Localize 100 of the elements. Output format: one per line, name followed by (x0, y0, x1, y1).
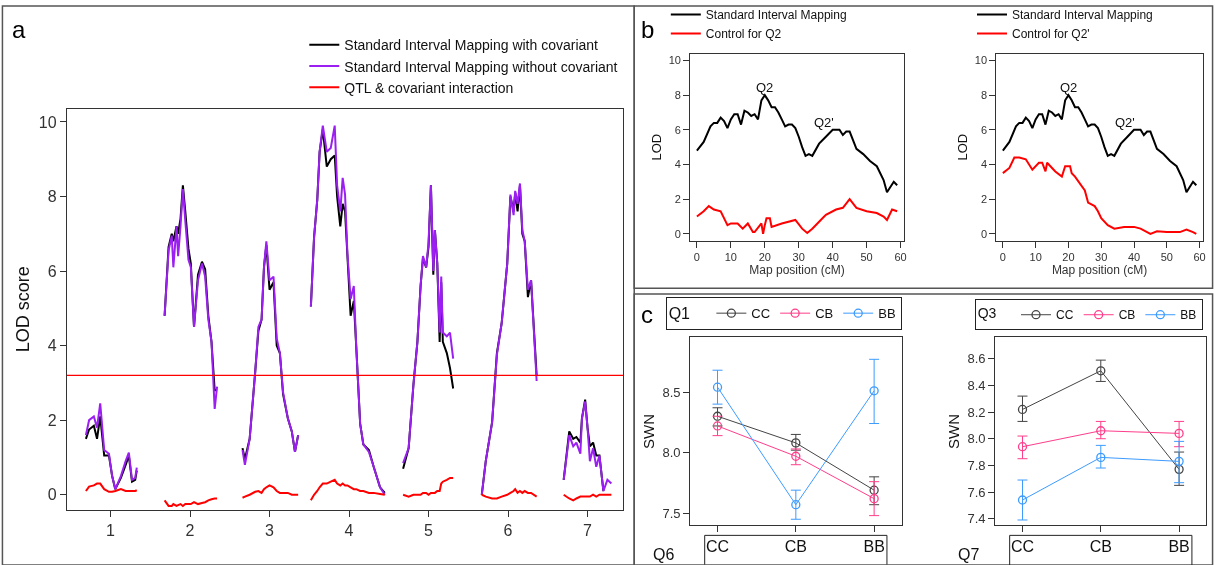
y-tick-label: 6 (47, 262, 57, 280)
point (1174, 464, 1184, 475)
x-tick-label: CC (705, 537, 730, 555)
y-tick-label: 6 (980, 123, 988, 136)
text: c (641, 301, 653, 328)
legend-label: CC (1056, 308, 1074, 323)
x-axis-title: Q7 (958, 546, 980, 563)
legend-label: Standard Interval Mapping (1012, 8, 1153, 23)
text: a (12, 16, 26, 43)
y-tick-label: 10 (668, 54, 681, 67)
y-axis-title: SWN (944, 413, 962, 449)
point (1017, 442, 1028, 452)
y-tick-label: 8.4 (967, 378, 986, 393)
y-axis-title: LOD (954, 133, 970, 161)
y-tick-label: 0 (980, 227, 988, 240)
legend-label: CB (815, 306, 834, 322)
x-tick-label: 40 (1127, 250, 1141, 263)
point (1174, 428, 1184, 439)
line-series (1001, 94, 1198, 194)
x-tick-label: 0 (693, 250, 700, 263)
x-tick-label: 10 (1029, 250, 1042, 263)
y-axis-title: LOD (648, 133, 664, 161)
point (869, 386, 879, 396)
legend-label: CB (1118, 308, 1136, 323)
y-tick-label: 8 (980, 88, 988, 101)
y-tick-label: 8.0 (662, 445, 681, 461)
y-tick-label: 7.4 (967, 511, 986, 527)
legend-label: Control for Q2 (705, 27, 782, 42)
y-tick-label: 0 (674, 227, 681, 240)
y-tick-label: 4 (47, 337, 57, 355)
y-tick-label: 2 (47, 411, 57, 429)
x-tick-label: CC (1010, 537, 1035, 555)
x-tick-label: CB (1089, 537, 1112, 555)
x-tick-label: 2 (185, 521, 195, 539)
line-series (1001, 156, 1198, 235)
point (791, 451, 801, 461)
x-tick-label: 20 (758, 250, 771, 263)
y-tick-label: 10 (974, 54, 988, 67)
x-tick-label: 4 (344, 521, 354, 539)
y-tick-label: 8.6 (967, 351, 986, 367)
y-tick-label: 0 (47, 486, 57, 504)
line-series (695, 198, 899, 235)
annotation: Q2' (814, 115, 834, 130)
x-tick-label: 20 (1062, 250, 1075, 263)
point (712, 382, 723, 392)
text: b (641, 16, 655, 43)
legend-label: QTL & covariant interaction (344, 79, 514, 96)
y-axis-title: SWN (639, 413, 657, 449)
point (1096, 366, 1106, 376)
x-tick-label: BB (863, 537, 885, 555)
point (869, 485, 879, 495)
x-axis-title: Q6 (653, 546, 675, 563)
x-tick-label: 30 (1095, 250, 1108, 263)
point (1174, 456, 1184, 467)
point (712, 411, 723, 421)
y-tick-label: 8 (47, 188, 57, 206)
legend-label: CC (751, 306, 771, 322)
x-tick-label: 0 (999, 250, 1006, 263)
x-tick-label: 60 (1193, 250, 1206, 263)
point (1096, 452, 1106, 463)
legend-label: Standard Interval Mapping with covariant (344, 37, 599, 54)
x-tick-label: BB (1168, 537, 1190, 555)
y-tick-label: 10 (38, 113, 57, 131)
x-tick-label: 30 (792, 250, 805, 263)
annotation: Q2' (1115, 115, 1135, 130)
legend-label: Standard Interval Mapping without covariant (344, 58, 618, 75)
legend-label: Control for Q2' (1012, 27, 1090, 42)
x-tick-label: 5 (424, 521, 434, 539)
y-tick-label: 8.2 (967, 404, 986, 420)
x-tick-label: 10 (724, 250, 737, 263)
point (1096, 426, 1106, 436)
y-tick-label: 8 (674, 88, 681, 101)
legend-label: Standard Interval Mapping (705, 8, 847, 23)
x-tick-label: 6 (503, 521, 513, 539)
x-axis-title: Map position (cM) (749, 262, 845, 277)
y-tick-label: 7.6 (967, 484, 986, 500)
x-tick-label: 50 (860, 250, 873, 263)
y-tick-label: 2 (674, 193, 681, 206)
point (791, 500, 801, 510)
point (869, 494, 879, 504)
y-tick-label: 7.8 (967, 457, 986, 473)
legend-title: Q3 (977, 305, 1008, 322)
legend-label: BB (878, 306, 896, 322)
annotation: Q2 (756, 80, 774, 95)
y-tick-label: 8.5 (662, 384, 681, 400)
x-tick-label: 1 (106, 521, 116, 539)
x-tick-label: 50 (1160, 250, 1173, 263)
x-tick-label: 40 (826, 250, 839, 263)
point (1017, 495, 1028, 505)
y-tick-label: 6 (674, 123, 681, 136)
point (1017, 404, 1028, 415)
line-series (695, 94, 899, 194)
y-tick-label: 4 (980, 158, 988, 171)
y-tick-label: 7.5 (662, 505, 681, 521)
y-tick-label: 2 (980, 193, 988, 206)
point (712, 421, 723, 431)
legend-label: BB (1180, 308, 1197, 323)
x-tick-label: CB (784, 537, 807, 555)
y-axis-title: LOD score (13, 266, 34, 353)
legend-title: Q1 (668, 305, 704, 323)
